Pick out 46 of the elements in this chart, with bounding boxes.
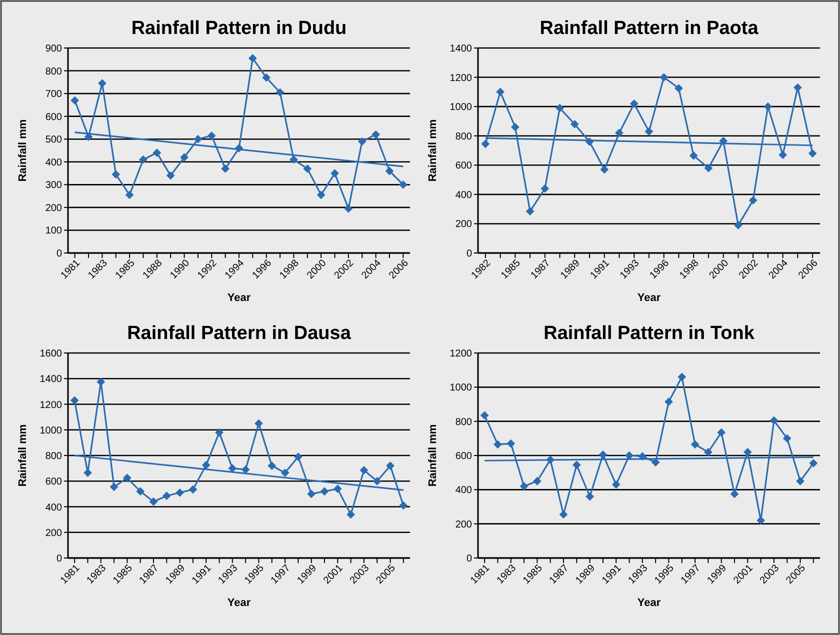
y-tick-label: 1400: [40, 374, 62, 386]
y-tick-label: 200: [455, 219, 472, 230]
y-tick-label: 600: [45, 476, 62, 488]
y-tick-label: 1400: [450, 44, 472, 54]
y-tick-label: 800: [455, 131, 472, 142]
y-tick-label: 0: [466, 554, 472, 564]
y-tick-label: 100: [45, 226, 62, 237]
y-tick-label: 1000: [450, 102, 472, 114]
chart-title: Rainfall Pattern in Paota: [540, 18, 759, 39]
y-tick-label: 0: [466, 248, 472, 260]
y-tick-label: 800: [455, 416, 472, 428]
y-tick-label: 1000: [450, 382, 472, 394]
y-tick-label: 1200: [40, 400, 62, 411]
x-axis-title: Year: [227, 292, 252, 304]
y-axis-title: Rainfall mm: [427, 119, 439, 182]
y-tick-label: 400: [455, 485, 472, 496]
y-tick-label: 1600: [40, 348, 62, 360]
y-tick-label: 600: [455, 451, 472, 462]
y-tick-label: 300: [45, 180, 62, 192]
y-tick-label: 900: [45, 44, 62, 54]
y-tick-label: 400: [455, 190, 472, 201]
y-tick-label: 200: [45, 202, 62, 214]
y-axis-title: Rainfall mm: [17, 424, 29, 487]
y-tick-label: 400: [45, 157, 62, 168]
x-axis-title: Year: [637, 292, 662, 304]
y-tick-label: 700: [45, 89, 62, 100]
y-tick-label: 600: [45, 112, 62, 123]
chart-title: Rainfall Pattern in Tonk: [544, 323, 755, 344]
x-axis-title: Year: [637, 597, 662, 609]
y-tick-label: 200: [45, 528, 62, 539]
y-axis-title: Rainfall mm: [427, 424, 439, 487]
y-tick-label: 1000: [40, 425, 62, 436]
x-axis-title: Year: [227, 597, 252, 609]
y-tick-label: 600: [455, 160, 472, 172]
y-tick-label: 0: [56, 554, 62, 564]
y-tick-label: 800: [45, 451, 62, 462]
y-tick-label: 500: [45, 134, 62, 146]
y-tick-label: 0: [56, 248, 62, 260]
chart-title: Rainfall Pattern in Dausa: [127, 323, 352, 344]
y-tick-label: 1200: [450, 72, 472, 84]
y-tick-label: 800: [45, 66, 62, 78]
chart-title: Rainfall Pattern in Dudu: [131, 18, 347, 39]
y-axis-title: Rainfall mm: [17, 119, 29, 182]
y-tick-label: 1200: [450, 348, 472, 360]
y-tick-label: 400: [45, 502, 62, 514]
y-tick-label: 200: [455, 519, 472, 530]
